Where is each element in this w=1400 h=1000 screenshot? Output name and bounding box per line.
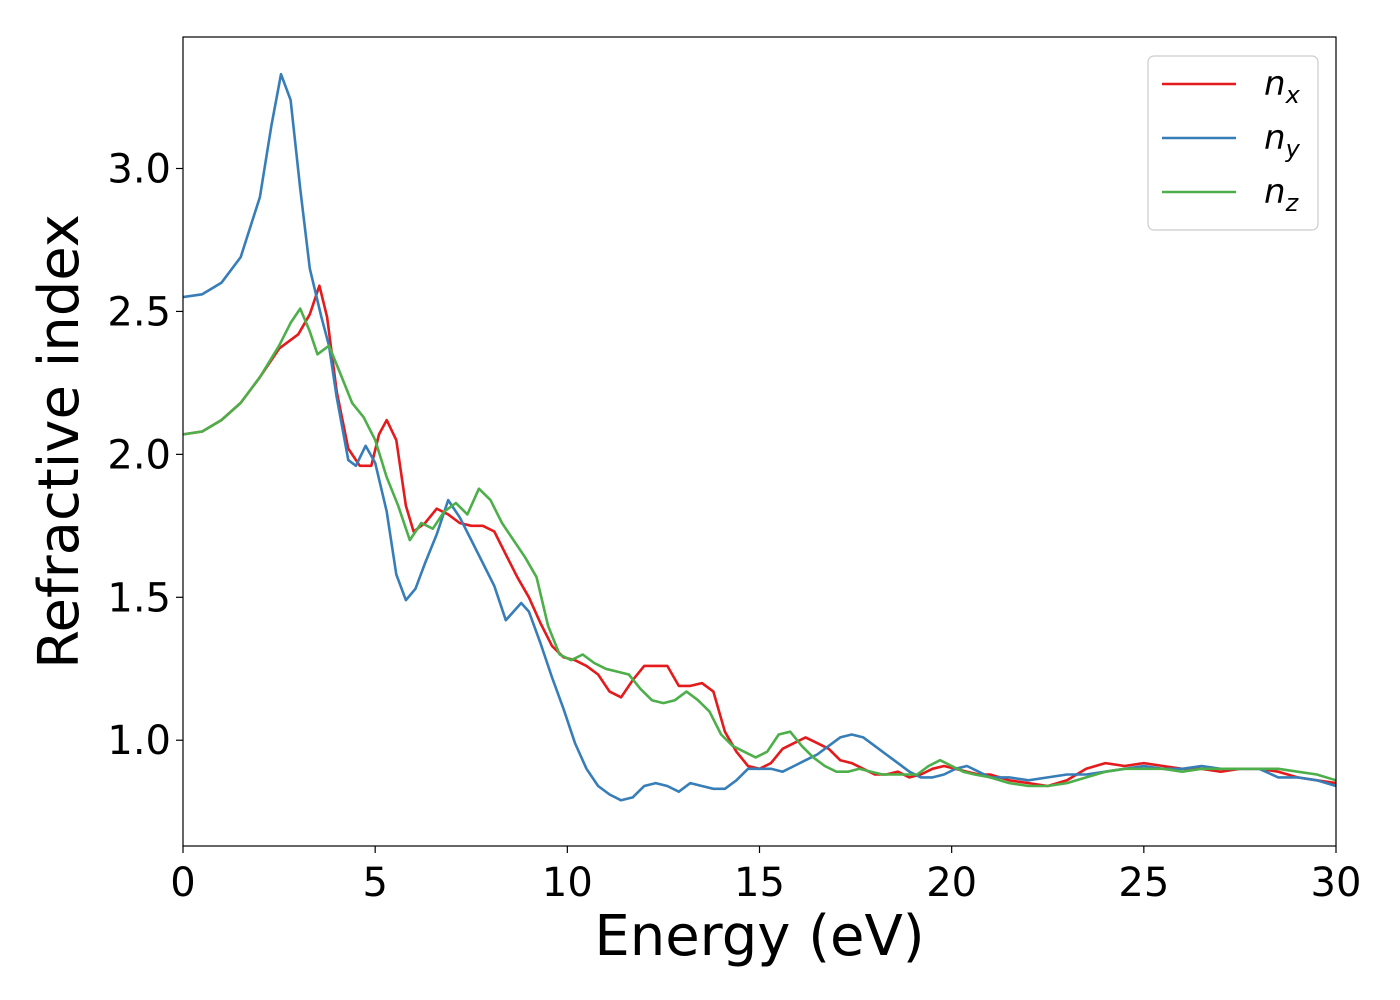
legend-box <box>1147 55 1319 231</box>
series-line-nz <box>183 307 1336 788</box>
x-tick-label: 5 <box>362 860 387 906</box>
series-line-ny <box>183 72 1336 802</box>
legend-label-ny: ny <box>1264 118 1301 163</box>
y-axis-ticks: 1.0 1.5 2.0 2.5 3.0 <box>107 146 183 764</box>
series-layer <box>183 72 1336 802</box>
x-tick-label: 20 <box>926 860 977 906</box>
legend-label-nx: nx <box>1264 64 1301 109</box>
y-tick-label: 2.0 <box>107 432 171 478</box>
x-axis-title: Energy (eV) <box>594 904 924 969</box>
x-axis-ticks: 0 5 10 15 20 25 30 <box>170 846 1361 906</box>
y-tick-label: 1.0 <box>107 718 171 764</box>
x-tick-label: 0 <box>170 860 195 906</box>
y-axis-title: Refractive index <box>27 214 92 669</box>
x-tick-label: 30 <box>1311 860 1362 906</box>
y-tick-label: 3.0 <box>107 146 171 192</box>
x-tick-label: 15 <box>734 860 785 906</box>
series-line-nx <box>183 284 1336 788</box>
y-tick-label: 1.5 <box>107 575 171 621</box>
x-tick-label: 25 <box>1118 860 1169 906</box>
x-tick-label: 10 <box>542 860 593 906</box>
y-tick-label: 2.5 <box>107 289 171 335</box>
